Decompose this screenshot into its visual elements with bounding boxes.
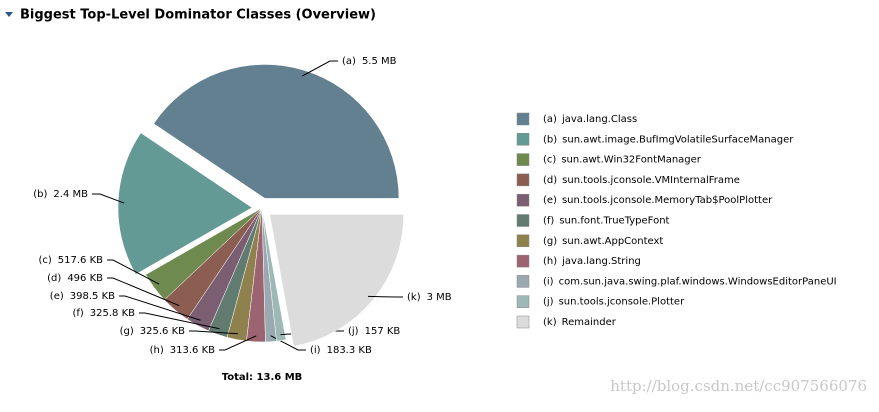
legend-swatch bbox=[516, 275, 530, 288]
legend-swatch bbox=[516, 214, 530, 227]
legend-key: (a) bbox=[543, 114, 557, 125]
legend-swatch bbox=[516, 112, 530, 126]
pie-slice bbox=[269, 214, 404, 347]
legend-key: (e) bbox=[543, 195, 557, 206]
legend-key: (f) bbox=[543, 216, 554, 227]
legend-name: sun.awt.Win32FontManager bbox=[561, 155, 701, 166]
slice-label: (f) 325.8 KB bbox=[72, 308, 135, 319]
slice-value: 313.6 KB bbox=[170, 345, 215, 356]
slice-value: 2.4 MB bbox=[53, 189, 88, 200]
leader-line bbox=[189, 330, 238, 335]
slice-key: (k) bbox=[407, 292, 421, 303]
pie-slice bbox=[117, 132, 253, 275]
total-label: Total: 13.6 MB bbox=[222, 372, 303, 383]
legend-key: (j) bbox=[543, 297, 554, 308]
legend-label: (e) sun.tools.jconsole.MemoryTab$PoolPlot… bbox=[543, 195, 773, 206]
legend-name: sun.tools.jconsole.MemoryTab$PoolPlotter bbox=[562, 195, 773, 206]
legend-name: Remainder bbox=[562, 317, 617, 328]
leader-line bbox=[119, 295, 201, 321]
legend-label: (c) sun.awt.Win32FontManager bbox=[543, 155, 702, 166]
slice-value: 325.6 KB bbox=[140, 326, 185, 337]
slice-label: (i) 183.3 KB bbox=[310, 345, 372, 356]
slice-label: (d) 496 KB bbox=[47, 273, 103, 284]
pie-slice bbox=[153, 64, 400, 199]
slice-value: 5.5 MB bbox=[362, 56, 397, 67]
slice-value: 517.6 KB bbox=[58, 255, 103, 266]
slice-label: (e) 398.5 KB bbox=[50, 291, 115, 302]
legend-label: (i) com.sun.java.swing.plaf.windows.Windo… bbox=[543, 276, 837, 287]
legend-swatch bbox=[516, 173, 530, 187]
slice-key: (f) bbox=[72, 308, 83, 319]
legend-name: sun.font.TrueTypeFont bbox=[559, 216, 669, 227]
slice-value: 3 MB bbox=[427, 292, 452, 303]
legend-label: (k) Remainder bbox=[543, 317, 617, 328]
slice-value: 325.8 KB bbox=[90, 308, 135, 319]
leader-line bbox=[302, 60, 338, 77]
slice-key: (c) bbox=[38, 255, 51, 266]
legend-label: (b) sun.awt.image.BufImgVolatileSurfaceMa… bbox=[543, 134, 794, 145]
slice-label: (j) 157 KB bbox=[348, 326, 400, 337]
leader-line bbox=[367, 295, 403, 298]
legend-label: (d) sun.tools.jconsole.VMInternalFrame bbox=[543, 175, 740, 186]
legend-name: sun.tools.jconsole.VMInternalFrame bbox=[562, 175, 740, 186]
legend-name: sun.tools.jconsole.Plotter bbox=[559, 297, 685, 308]
legend-key: (d) bbox=[543, 175, 557, 186]
slice-value: 183.3 KB bbox=[327, 345, 372, 356]
legend-key: (h) bbox=[543, 256, 557, 267]
legend-key: (g) bbox=[543, 236, 557, 247]
collapse-arrow[interactable] bbox=[5, 12, 13, 17]
slice-key: (d) bbox=[47, 273, 61, 284]
slice-value: 398.5 KB bbox=[70, 291, 115, 302]
legend-swatch bbox=[516, 133, 530, 146]
legend-name: java.lang.String bbox=[561, 256, 641, 267]
slice-key: (i) bbox=[310, 345, 321, 356]
legend-label: (h) java.lang.String bbox=[543, 256, 641, 267]
slice-value: 496 KB bbox=[67, 273, 103, 284]
legend-swatch bbox=[516, 254, 530, 268]
slice-label: (g) 325.6 KB bbox=[120, 326, 186, 337]
legend-name: sun.awt.AppContext bbox=[562, 236, 663, 247]
slice-key: (h) bbox=[150, 345, 164, 356]
legend-label: (j) sun.tools.jconsole.Plotter bbox=[543, 297, 685, 308]
legend-swatch bbox=[516, 193, 530, 207]
legend-swatch bbox=[516, 234, 530, 248]
slice-key: (e) bbox=[50, 291, 64, 302]
slice-key: (a) bbox=[342, 56, 356, 67]
legend-swatch bbox=[516, 315, 530, 329]
slice-label: (k) 3 MB bbox=[407, 292, 452, 303]
slice-key: (g) bbox=[120, 326, 134, 337]
legend-key: (c) bbox=[543, 155, 556, 166]
chart-title: Biggest Top-Level Dominator Classes (Ove… bbox=[20, 8, 376, 23]
slice-label: (h) 313.6 KB bbox=[150, 345, 216, 356]
slice-key: (b) bbox=[33, 189, 47, 200]
slice-label: (c) 517.6 KB bbox=[38, 255, 103, 266]
legend-swatch bbox=[516, 153, 530, 166]
leader-line bbox=[107, 277, 180, 307]
legend-name: com.sun.java.swing.plaf.windows.WindowsE… bbox=[559, 276, 837, 287]
leader-line bbox=[219, 335, 257, 351]
legend-name: java.lang.Class bbox=[561, 114, 637, 125]
pie-slice bbox=[261, 207, 287, 342]
legend-label: (g) sun.awt.AppContext bbox=[543, 236, 663, 247]
legend-label: (f) sun.font.TrueTypeFont bbox=[543, 216, 670, 227]
legend-name: sun.awt.image.BufImgVolatileSurfaceManag… bbox=[562, 134, 794, 145]
leader-line bbox=[92, 193, 125, 204]
legend-key: (b) bbox=[543, 134, 557, 145]
legend-key: (k) bbox=[543, 317, 557, 328]
slice-key: (j) bbox=[348, 326, 359, 337]
slice-label: (b) 2.4 MB bbox=[33, 189, 88, 200]
leader-line bbox=[107, 259, 160, 285]
legend-label: (a) java.lang.Class bbox=[543, 114, 637, 125]
slice-label: (a) 5.5 MB bbox=[342, 56, 397, 67]
slice-value: 157 KB bbox=[365, 326, 401, 337]
watermark: http://blog.csdn.net/cc907566076 bbox=[610, 377, 867, 395]
legend-key: (i) bbox=[543, 276, 554, 287]
leader-line bbox=[139, 312, 220, 330]
legend-swatch bbox=[516, 295, 530, 308]
